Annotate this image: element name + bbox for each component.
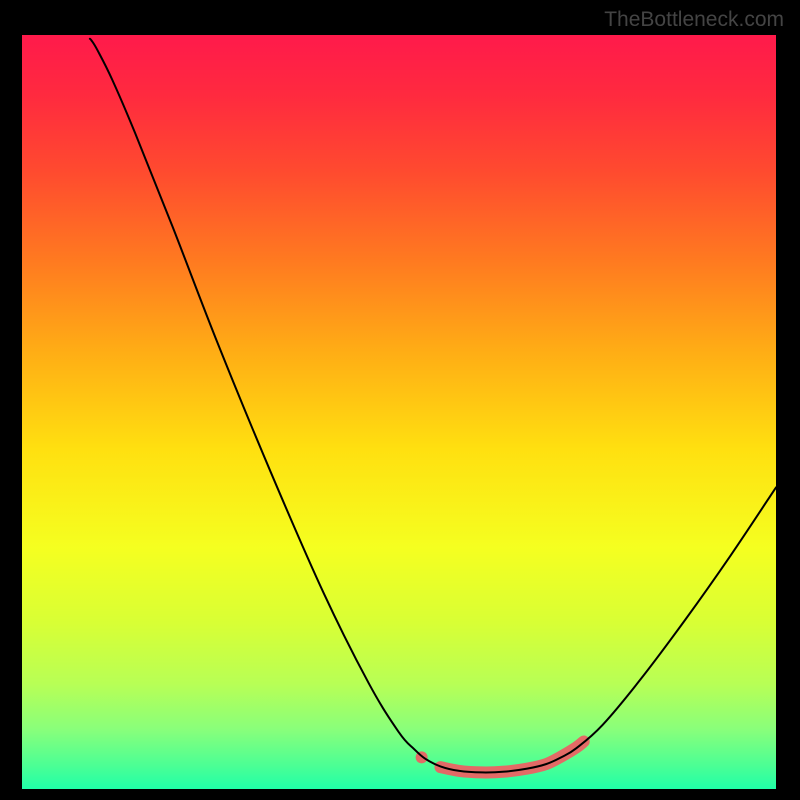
watermark-text: TheBottleneck.com bbox=[604, 8, 784, 32]
plot-svg bbox=[22, 35, 776, 789]
chart-container: TheBottleneck.com bbox=[0, 0, 800, 800]
gradient-background bbox=[22, 35, 776, 789]
plot-area bbox=[22, 35, 776, 789]
